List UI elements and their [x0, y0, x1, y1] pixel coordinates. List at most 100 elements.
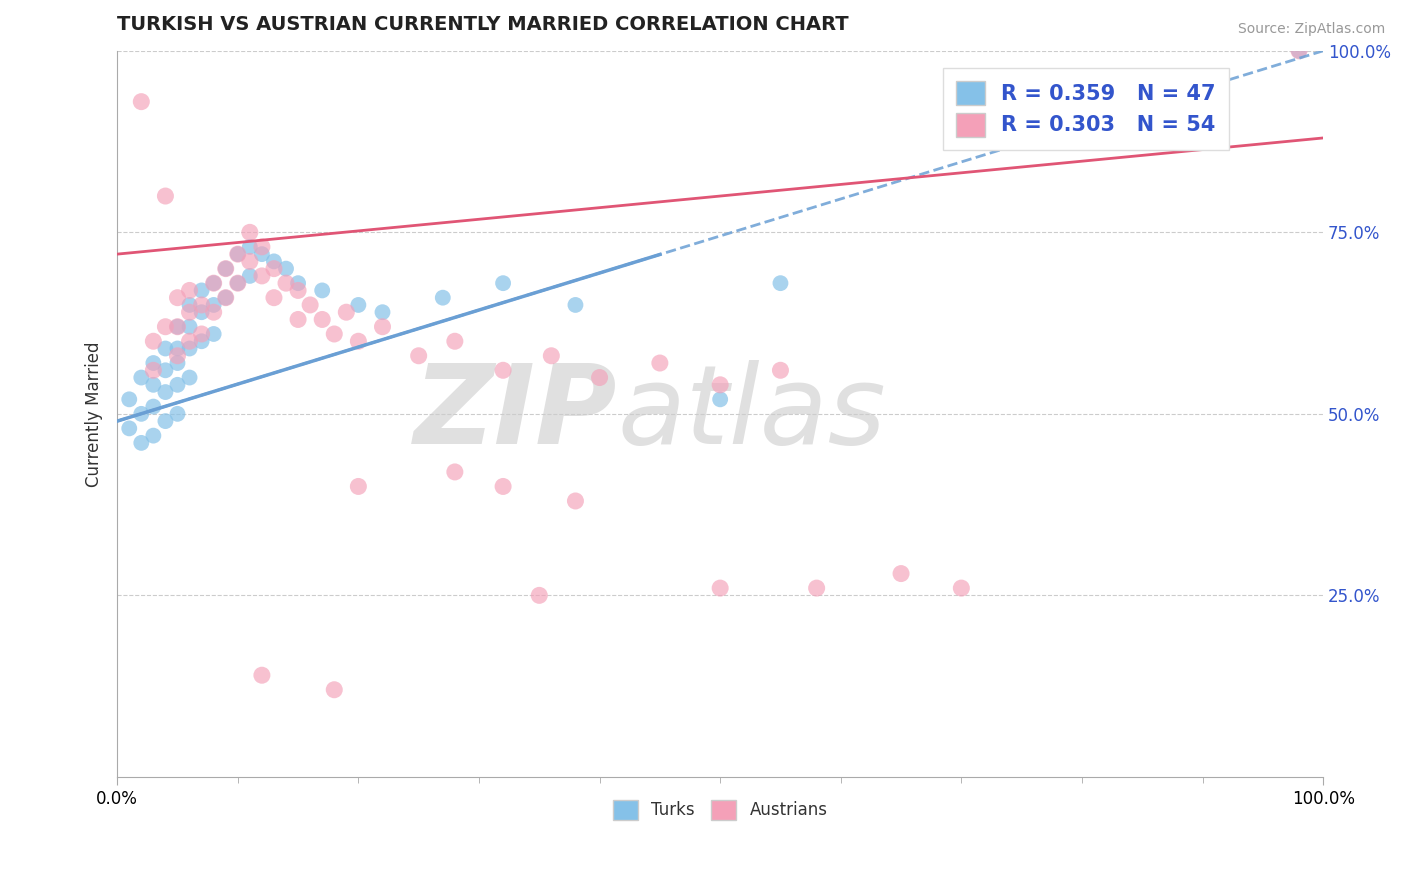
Point [890, 566, 912, 581]
Point [166, 319, 188, 334]
Point [118, 392, 141, 407]
Point [250, 240, 273, 254]
Point [215, 261, 238, 276]
Point [347, 334, 370, 349]
Point [190, 334, 212, 349]
Point [179, 305, 201, 319]
Point [142, 428, 165, 442]
Point [432, 291, 454, 305]
Point [166, 356, 188, 370]
Point [408, 349, 430, 363]
Point [202, 276, 225, 290]
Point [166, 407, 188, 421]
Point [492, 479, 515, 493]
Point [239, 225, 262, 239]
Point [131, 95, 153, 109]
Point [155, 189, 177, 203]
Point [226, 247, 249, 261]
Point [540, 349, 562, 363]
Point [226, 276, 249, 290]
Point [263, 261, 285, 276]
Point [274, 261, 297, 276]
Point [226, 247, 249, 261]
Text: atlas: atlas [617, 360, 886, 467]
Point [131, 370, 153, 384]
Point [239, 254, 262, 268]
Point [190, 305, 212, 319]
Point [287, 312, 309, 326]
Point [263, 291, 285, 305]
Point [311, 312, 333, 326]
Point [250, 268, 273, 283]
Point [250, 668, 273, 682]
Point [202, 305, 225, 319]
Point [179, 334, 201, 349]
Point [299, 298, 322, 312]
Point [142, 334, 165, 349]
Point [142, 356, 165, 370]
Point [529, 588, 551, 602]
Point [444, 334, 467, 349]
Point [588, 370, 610, 384]
Text: TURKISH VS AUSTRIAN CURRENTLY MARRIED CORRELATION CHART: TURKISH VS AUSTRIAN CURRENTLY MARRIED CO… [117, 15, 849, 34]
Point [769, 363, 792, 377]
Point [323, 682, 346, 697]
Point [239, 240, 262, 254]
Point [1288, 44, 1310, 58]
Point [166, 319, 188, 334]
Point [492, 363, 515, 377]
Point [274, 276, 297, 290]
Point [648, 356, 671, 370]
Point [215, 291, 238, 305]
Text: Source: ZipAtlas.com: Source: ZipAtlas.com [1237, 22, 1385, 37]
Point [335, 305, 357, 319]
Point [202, 298, 225, 312]
Point [166, 342, 188, 356]
Text: ZIP: ZIP [415, 360, 617, 467]
Point [155, 414, 177, 428]
Point [179, 319, 201, 334]
Point [950, 581, 973, 595]
Point [287, 276, 309, 290]
Point [287, 284, 309, 298]
Point [215, 291, 238, 305]
Point [323, 326, 346, 341]
Point [190, 284, 212, 298]
Point [492, 276, 515, 290]
Point [1288, 44, 1310, 58]
Point [179, 284, 201, 298]
Point [166, 377, 188, 392]
Point [709, 377, 731, 392]
Point [155, 385, 177, 400]
Point [155, 363, 177, 377]
Legend: Turks, Austrians: Turks, Austrians [606, 793, 834, 827]
Point [311, 284, 333, 298]
Y-axis label: Currently Married: Currently Married [86, 341, 103, 487]
Point [190, 298, 212, 312]
Point [142, 400, 165, 414]
Point [179, 370, 201, 384]
Point [250, 247, 273, 261]
Point [709, 392, 731, 407]
Point [444, 465, 467, 479]
Point [769, 276, 792, 290]
Point [215, 261, 238, 276]
Point [166, 291, 188, 305]
Point [202, 276, 225, 290]
Point [131, 436, 153, 450]
Point [155, 342, 177, 356]
Point [142, 363, 165, 377]
Point [564, 494, 586, 508]
Point [371, 305, 394, 319]
Point [179, 342, 201, 356]
Point [564, 298, 586, 312]
Point [166, 349, 188, 363]
Point [226, 276, 249, 290]
Point [131, 407, 153, 421]
Point [155, 319, 177, 334]
Point [179, 298, 201, 312]
Point [202, 326, 225, 341]
Point [709, 581, 731, 595]
Point [239, 268, 262, 283]
Point [347, 298, 370, 312]
